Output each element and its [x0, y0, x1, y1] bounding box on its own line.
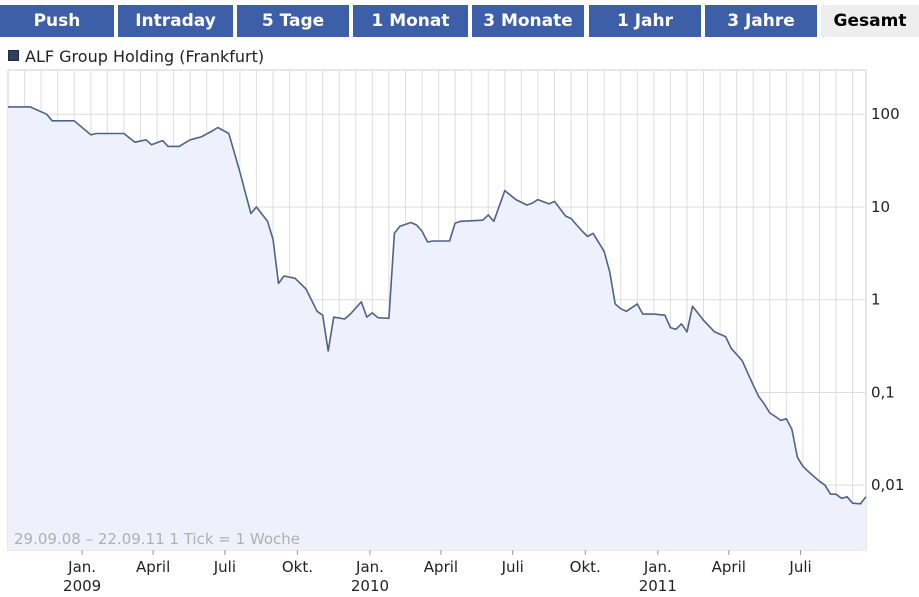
- tab-push[interactable]: Push: [0, 5, 114, 37]
- x-tick-label: Okt.: [570, 558, 601, 576]
- x-tick-year: 2011: [639, 577, 677, 595]
- x-tick-label: Jan.: [67, 558, 96, 576]
- y-tick-label: 1: [871, 291, 881, 309]
- legend-swatch: [8, 50, 19, 61]
- tab-5-tage[interactable]: 5 Tage: [237, 5, 349, 37]
- y-tick-label: 10: [871, 198, 890, 216]
- x-tick-label: Juli: [788, 558, 811, 576]
- x-tick-label: April: [712, 558, 746, 576]
- y-tick-label: 0,01: [871, 476, 904, 494]
- x-tick-label: April: [136, 558, 170, 576]
- x-tick-label: April: [424, 558, 458, 576]
- y-tick-label: 0,1: [871, 383, 895, 401]
- x-tick-year: 2009: [63, 577, 101, 595]
- x-tick-label: Okt.: [282, 558, 313, 576]
- tab-3-jahre[interactable]: 3 Jahre: [705, 5, 817, 37]
- tab-1-jahr[interactable]: 1 Jahr: [589, 5, 701, 37]
- tab-3-monate[interactable]: 3 Monate: [472, 5, 584, 37]
- x-tick-label: Juli: [213, 558, 236, 576]
- x-tick-label: Juli: [501, 558, 524, 576]
- tab-1-monat[interactable]: 1 Monat: [353, 5, 468, 37]
- series-line: [8, 106, 867, 505]
- x-tick-label: Jan.: [643, 558, 672, 576]
- series-area: [8, 106, 866, 551]
- period-tab-bar: Push Intraday 5 Tage 1 Monat 3 Monate 1 Jahr 3…: [0, 5, 919, 37]
- tab-intraday[interactable]: Intraday: [118, 5, 233, 37]
- legend-label: ALF Group Holding (Frankfurt): [25, 47, 265, 66]
- tab-gesamt[interactable]: Gesamt: [821, 5, 919, 37]
- x-tick-label: Jan.: [355, 558, 384, 576]
- x-tick-year: 2010: [351, 577, 389, 595]
- period-note: 29.09.08 – 22.09.11 1 Tick = 1 Woche: [14, 530, 300, 548]
- y-tick-label: 100: [871, 105, 900, 123]
